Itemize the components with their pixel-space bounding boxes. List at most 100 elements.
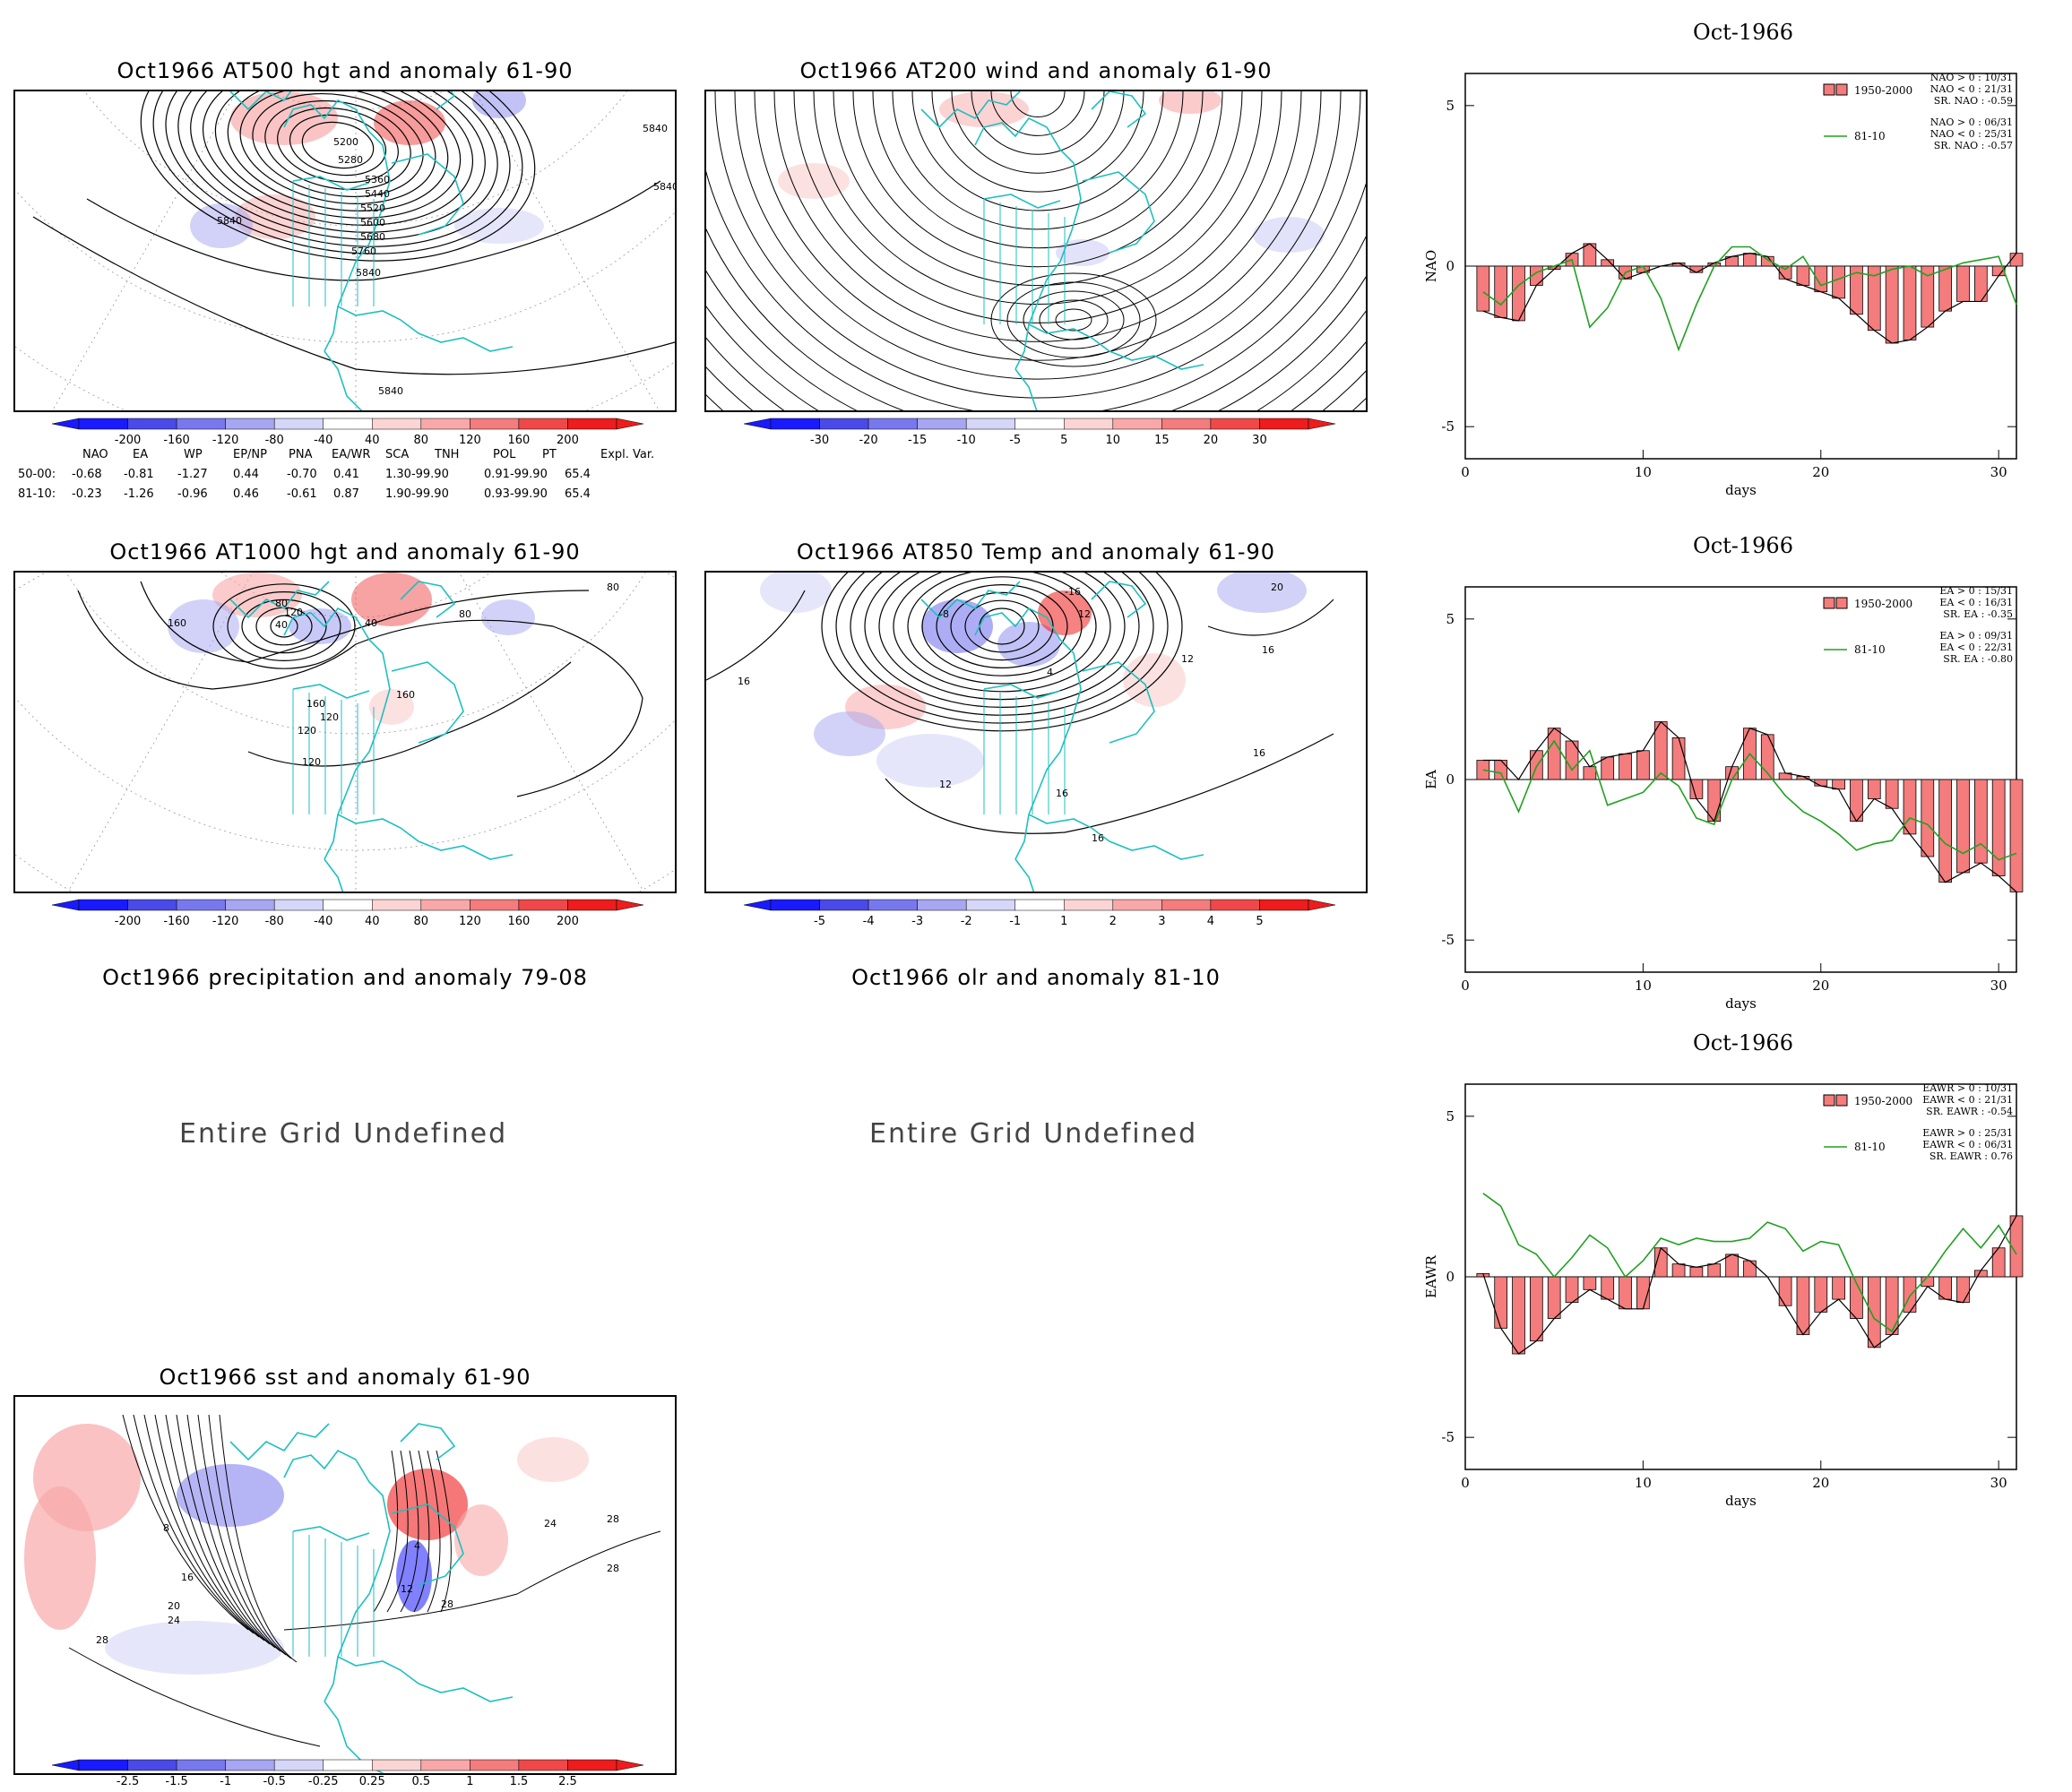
colorbar-tick-label: 200 bbox=[557, 434, 579, 447]
coastline bbox=[283, 99, 391, 352]
coastline bbox=[1014, 368, 1038, 410]
bar-series-line bbox=[1482, 243, 2017, 344]
index-table-header-cell: EA/WR bbox=[332, 448, 371, 461]
streamline bbox=[793, 91, 1282, 323]
colorbar-tick-label: -1 bbox=[220, 1775, 231, 1788]
coastline bbox=[1028, 814, 1204, 860]
colorbar-swatch bbox=[470, 418, 520, 430]
bar bbox=[1956, 265, 1970, 302]
bar bbox=[1938, 265, 1952, 312]
index-table-cell: 65.4 bbox=[565, 487, 591, 501]
height-contour bbox=[140, 581, 590, 663]
at1000-title: Oct1966 AT1000 hgt and anomaly 61-90 bbox=[109, 539, 581, 564]
y-axis-label: NAO bbox=[1423, 250, 1439, 282]
bar bbox=[1832, 1276, 1845, 1300]
height-contour bbox=[277, 107, 399, 184]
legend-stat: NAO > 0 : 06/31 bbox=[1930, 116, 2013, 128]
legend-stat: SR. NAO : -0.59 bbox=[1934, 95, 2013, 107]
bar bbox=[1601, 1276, 1615, 1300]
coastline bbox=[337, 814, 514, 860]
legend-stat: SR. EAWR : -0.54 bbox=[1926, 1106, 2013, 1117]
colorbar-tick-label: -40 bbox=[314, 434, 332, 447]
colorbar-tick-label: -1 bbox=[1009, 915, 1021, 928]
y-tick-label: 0 bbox=[1446, 771, 1455, 788]
contour-label: 4 bbox=[414, 1540, 420, 1552]
series-line bbox=[1482, 1193, 2017, 1333]
coastline bbox=[1028, 323, 1204, 370]
height-contour bbox=[270, 615, 298, 638]
legend-swatch-bar bbox=[1823, 83, 1835, 96]
index-table-cell: 0.44 bbox=[233, 468, 259, 481]
streamline bbox=[754, 91, 1322, 361]
colorbar-swatch bbox=[567, 899, 617, 911]
legend-swatch-bar bbox=[1835, 1094, 1848, 1107]
bar bbox=[1494, 265, 1508, 318]
y-tick-label: -5 bbox=[1441, 1429, 1455, 1445]
streamline bbox=[706, 270, 1366, 410]
bar bbox=[1583, 1276, 1597, 1290]
colorbar-swatch bbox=[1210, 418, 1260, 430]
colorbar-swatch bbox=[567, 418, 617, 430]
temperature-contour bbox=[885, 733, 1334, 834]
contour-label: 40 bbox=[365, 617, 377, 629]
streamline bbox=[734, 91, 1342, 380]
height-contour bbox=[152, 91, 523, 254]
contour-label: 28 bbox=[607, 1563, 619, 1574]
contour-label: 12 bbox=[939, 779, 952, 790]
streamline bbox=[990, 272, 1157, 367]
colorbar-swatch bbox=[127, 418, 177, 430]
index-table-header-cell: TNH bbox=[435, 448, 460, 461]
y-tick-label: 5 bbox=[1446, 611, 1455, 627]
height-contour bbox=[32, 216, 675, 375]
bar bbox=[1814, 1276, 1828, 1313]
streamline bbox=[1039, 299, 1109, 340]
bar bbox=[1476, 265, 1490, 312]
y-tick-label: 0 bbox=[1446, 258, 1455, 274]
colorbar-tick-label: -80 bbox=[265, 915, 284, 928]
bar bbox=[2009, 779, 2024, 892]
contour-label: -16 bbox=[1065, 586, 1081, 598]
streamline bbox=[990, 91, 1085, 136]
index-table-cell: 65.4 bbox=[565, 468, 591, 481]
temperature-contour bbox=[964, 599, 1040, 653]
bar bbox=[1956, 1276, 1970, 1304]
contour-label: 160 bbox=[396, 689, 415, 701]
bar bbox=[1743, 1260, 1757, 1278]
colorbar-tick-label: 20 bbox=[1204, 434, 1219, 447]
x-axis-label: days bbox=[1725, 482, 1757, 498]
legend-stat: SR. EA : -0.80 bbox=[1943, 653, 2013, 665]
colorbar-swatch bbox=[78, 418, 128, 430]
colorbar-tick-label: -15 bbox=[908, 434, 927, 447]
streamline bbox=[706, 228, 1366, 410]
colorbar-swatch bbox=[770, 899, 820, 911]
legend-stat: NAO < 0 : 21/31 bbox=[1930, 83, 2013, 95]
bar bbox=[1885, 1276, 1899, 1335]
at200-title: Oct1966 AT200 wind and anomaly 61-90 bbox=[799, 58, 1273, 83]
legend-stat: EA < 0 : 22/31 bbox=[1939, 642, 2013, 653]
index-table-header-cell: NAO bbox=[82, 448, 108, 461]
sst-contour bbox=[186, 1414, 281, 1652]
bar bbox=[1778, 1276, 1792, 1306]
streamline bbox=[852, 91, 1223, 268]
anomaly-negative bbox=[760, 573, 832, 613]
anomaly-negative bbox=[921, 599, 993, 653]
coastline bbox=[229, 91, 292, 111]
contour-label: 120 bbox=[320, 711, 339, 723]
colorbar-swatch bbox=[323, 899, 373, 911]
colorbar-tick-label: -160 bbox=[163, 434, 190, 447]
bar bbox=[1921, 779, 1935, 857]
bar bbox=[1832, 779, 1845, 790]
sst-colorbar: -2.5 -1.5 -1 -0.5 -0.25 0.25 0.5 1 1.5 2.5 bbox=[52, 1759, 643, 1788]
coastline bbox=[974, 607, 1082, 860]
contour-label: 5600 bbox=[360, 217, 385, 228]
bar bbox=[1832, 265, 1845, 299]
bar bbox=[1512, 1276, 1525, 1355]
height-contour bbox=[190, 91, 486, 233]
bar bbox=[1547, 1276, 1561, 1319]
bar bbox=[1636, 750, 1650, 780]
contour-label: 20 bbox=[1271, 582, 1283, 593]
sst-contour bbox=[219, 1414, 298, 1663]
contour-label: 40 bbox=[275, 619, 288, 631]
index-table-header-cell: POL bbox=[493, 448, 516, 461]
colorbar-swatch bbox=[225, 1759, 275, 1771]
